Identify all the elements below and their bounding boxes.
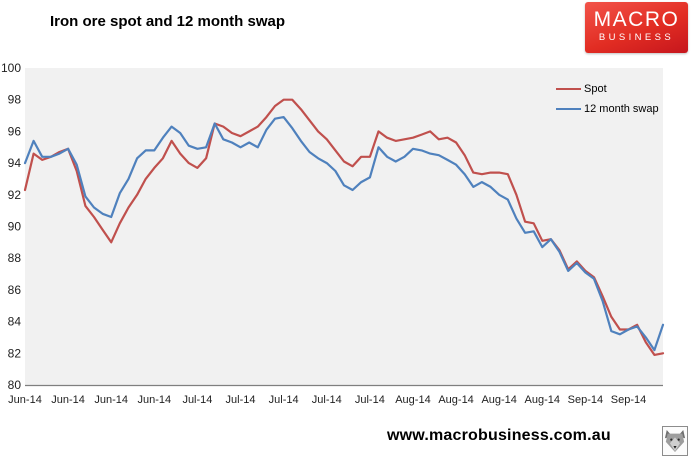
y-axis-tick-label: 86 <box>8 283 22 297</box>
chart-legend: Spot 12 month swap <box>556 79 659 119</box>
x-axis-tick-label: Jun-14 <box>94 394 128 406</box>
x-axis-tick-label: Jun-14 <box>138 394 172 406</box>
y-axis-tick-label: 80 <box>8 378 22 392</box>
legend-item-swap: 12 month swap <box>556 99 659 119</box>
y-axis-tick-label: 98 <box>8 93 22 107</box>
y-axis-tick-label: 88 <box>8 251 22 265</box>
legend-item-spot: Spot <box>556 79 659 99</box>
y-axis-tick-label: 94 <box>8 156 22 170</box>
x-axis-tick-label: Jul-14 <box>269 394 299 406</box>
spot-line-swatch <box>556 88 581 90</box>
y-axis-tick-label: 100 <box>1 61 21 75</box>
y-axis-tick-label: 92 <box>8 188 22 202</box>
logo-text-macro: MACRO <box>593 8 680 31</box>
x-axis-tick-label: Aug-14 <box>525 394 560 406</box>
macrobusiness-logo: MACRO BUSINESS <box>585 2 688 53</box>
legend-label-swap: 12 month swap <box>584 103 659 115</box>
chart-title: Iron ore spot and 12 month swap <box>50 13 286 30</box>
x-axis-tick-label: Jul-14 <box>312 394 342 406</box>
x-axis-tick-label: Jun-14 <box>51 394 85 406</box>
x-axis-tick-label: Jul-14 <box>226 394 256 406</box>
wolf-logo-icon <box>662 426 688 456</box>
x-axis-tick-label: Sep-14 <box>568 394 603 406</box>
wolf-face-graphic <box>664 430 686 452</box>
x-axis-tick-label: Aug-14 <box>481 394 516 406</box>
swap-series-line <box>23 115 665 352</box>
x-axis-tick-label: Aug-14 <box>395 394 430 406</box>
x-axis-tick-label: Jun-14 <box>8 394 42 406</box>
y-axis-tick-label: 82 <box>8 346 22 360</box>
y-axis-tick-label: 84 <box>8 315 22 329</box>
plot-area <box>25 68 663 385</box>
x-axis-tick-label: Jul-14 <box>355 394 385 406</box>
y-axis-tick-label: 96 <box>8 124 22 138</box>
legend-label-spot: Spot <box>584 83 607 95</box>
swap-line-swatch <box>556 108 581 110</box>
x-axis-tick-label: Aug-14 <box>438 394 473 406</box>
y-axis-tick-label: 90 <box>8 220 22 234</box>
x-axis-tick-label: Sep-14 <box>611 394 646 406</box>
site-url: www.macrobusiness.com.au <box>387 427 611 444</box>
logo-text-business: BUSINESS <box>598 32 675 43</box>
x-axis-tick-label: Jul-14 <box>182 394 212 406</box>
